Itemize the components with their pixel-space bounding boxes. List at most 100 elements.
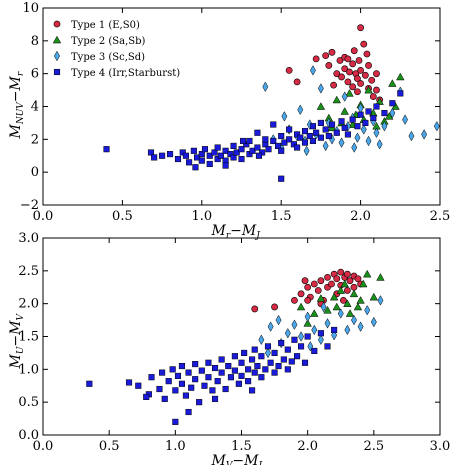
data-point: [270, 121, 277, 128]
data-point: [286, 136, 293, 143]
data-point: [328, 48, 336, 56]
data-point: [351, 314, 357, 326]
bottom-scatter-panel: 0.0 0.5 1.0 1.5 2.0 2.5 3.0 0.0 0.5 1.0 1.5 2.0 2.5 3…: [8, 231, 450, 465]
data-point: [165, 378, 172, 385]
y-tick-label: 10: [22, 1, 39, 16]
data-point: [322, 52, 330, 60]
legend-entry: Type 4 (Irr,Starburst): [71, 68, 180, 79]
data-point: [349, 289, 359, 298]
data-point: [338, 73, 345, 81]
data-point: [354, 275, 362, 283]
data-point: [227, 374, 234, 381]
data-point: [333, 275, 341, 283]
data-point: [433, 120, 440, 132]
data-point: [285, 66, 293, 74]
data-point: [341, 91, 348, 102]
y-tick-label: 2.5: [18, 264, 39, 279]
legend-entry: Type 2 (Sa,Sb): [71, 36, 146, 47]
data-point: [254, 363, 261, 370]
data-point: [227, 151, 234, 158]
y-tick-label: 0.5: [18, 395, 39, 410]
series-circle: [251, 268, 364, 313]
legend-marker: [53, 68, 61, 76]
data-point: [143, 393, 150, 400]
data-point: [304, 283, 312, 291]
x-tick-label: 3.0: [430, 439, 451, 454]
data-point: [317, 119, 324, 126]
data-point: [361, 71, 369, 79]
data-point: [325, 133, 332, 140]
data-point: [151, 154, 158, 161]
data-point: [259, 149, 266, 156]
data-point: [360, 40, 368, 48]
data-point: [231, 367, 238, 374]
data-point: [206, 152, 213, 159]
data-point: [147, 149, 155, 156]
data-point: [254, 144, 261, 151]
data-point: [364, 304, 371, 316]
data-point: [275, 314, 282, 326]
data-point: [281, 111, 288, 122]
data-point: [206, 160, 213, 168]
data-point: [235, 380, 242, 387]
legend: Type 1 (E,S0) Type 2 (Sa,Sb) Type 3 (Sc,Sd…: [52, 20, 180, 79]
data-point: [360, 124, 367, 135]
data-point: [178, 363, 185, 370]
data-point: [241, 349, 248, 356]
data-point: [196, 399, 203, 406]
data-point: [251, 346, 258, 353]
data-point: [249, 356, 256, 363]
data-point: [332, 302, 342, 311]
data-point: [310, 65, 316, 76]
data-point: [377, 295, 384, 306]
data-point: [271, 369, 278, 376]
y-tick-label: 4: [31, 100, 39, 115]
data-point: [337, 308, 344, 319]
y-tick-label: 8: [31, 34, 39, 49]
data-point: [169, 366, 176, 373]
data-point: [364, 85, 373, 94]
data-point: [323, 305, 332, 314]
data-point: [240, 137, 247, 145]
plot-frame: [42, 237, 441, 436]
data-point: [186, 159, 193, 166]
data-point: [343, 270, 351, 278]
data-point: [211, 395, 219, 402]
data-point: [421, 129, 428, 140]
data-point: [357, 66, 364, 74]
data-point: [238, 359, 245, 366]
data-point: [294, 131, 301, 138]
data-point: [192, 361, 199, 368]
data-point: [258, 374, 265, 381]
data-point: [135, 382, 142, 389]
data-point: [159, 152, 166, 159]
data-point: [317, 330, 324, 337]
data-point: [211, 364, 219, 372]
data-point: [205, 374, 212, 381]
data-point: [346, 68, 353, 76]
data-point: [209, 387, 216, 394]
data-point: [354, 123, 361, 130]
data-point: [324, 273, 331, 281]
data-point: [313, 129, 320, 136]
data-point: [354, 132, 361, 143]
data-point: [193, 154, 201, 161]
data-point: [274, 142, 282, 149]
data-point: [238, 146, 245, 153]
data-point: [293, 78, 301, 86]
data-point: [344, 55, 352, 63]
data-point: [301, 277, 309, 285]
data-point: [331, 326, 338, 333]
x-axis-label: Mr−MJ: [211, 223, 262, 241]
data-point: [309, 137, 317, 145]
x-tick-label: 2.0: [350, 209, 371, 224]
data-point: [373, 70, 380, 78]
data-point: [294, 353, 301, 360]
data-point: [369, 93, 377, 101]
data-point: [356, 296, 365, 304]
data-point: [267, 321, 274, 332]
data-point: [357, 80, 364, 87]
y-tick-label: −2: [20, 198, 39, 213]
data-point: [291, 296, 298, 304]
data-point: [291, 319, 298, 330]
